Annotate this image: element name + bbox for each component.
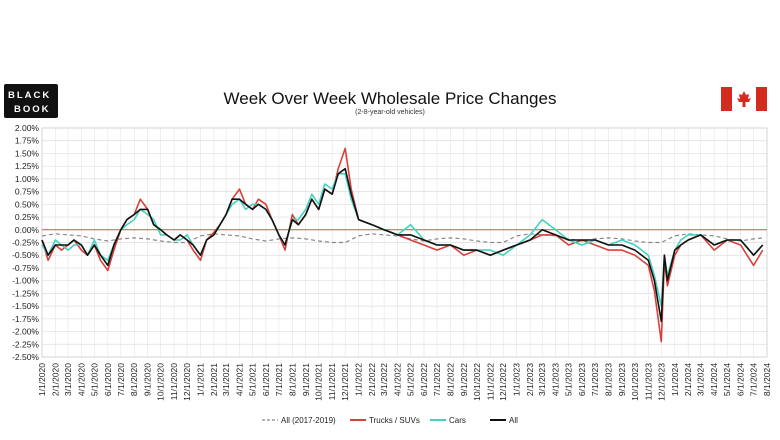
x-tick-label: 3/1/2020 xyxy=(63,363,73,396)
y-tick-label: -2.00% xyxy=(12,327,39,337)
series-line-all xyxy=(41,167,764,323)
x-tick-label: 8/1/2023 xyxy=(603,363,613,396)
x-tick-label: 8/1/2024 xyxy=(762,363,772,396)
x-tick-label: 6/1/2020 xyxy=(103,363,113,396)
y-tick-label: -1.25% xyxy=(12,288,39,298)
x-tick-label: 1/1/2022 xyxy=(354,363,364,396)
x-tick-label: 7/1/2021 xyxy=(274,363,284,396)
x-tick-label: 2/1/2023 xyxy=(525,363,535,396)
y-tick-label: 0.75% xyxy=(15,187,40,197)
x-tick-label: 7/1/2022 xyxy=(432,363,442,396)
logo-background xyxy=(4,84,58,118)
x-tick-label: 2/1/2020 xyxy=(50,363,60,396)
x-tick-label: 3/1/2023 xyxy=(537,363,547,396)
x-tick-label: 3/1/2022 xyxy=(379,363,389,396)
maple-leaf-icon xyxy=(737,91,751,107)
x-tick-label: 6/1/2023 xyxy=(577,363,587,396)
x-tick-label: 5/1/2021 xyxy=(247,363,257,396)
x-tick-label: 4/1/2024 xyxy=(709,363,719,396)
flag-right-bar xyxy=(756,87,767,111)
x-tick-label: 8/1/2020 xyxy=(129,363,139,396)
x-tick-label: 12/1/2022 xyxy=(498,363,508,401)
x-tick-label: 7/1/2023 xyxy=(590,363,600,396)
x-tick-label: 5/1/2020 xyxy=(89,363,99,396)
x-tick-label: 1/1/2021 xyxy=(196,363,206,396)
x-tick-label: 4/1/2020 xyxy=(76,363,86,396)
x-tick-label: 4/1/2023 xyxy=(551,363,561,396)
x-tick-label: 8/1/2022 xyxy=(445,363,455,396)
x-tick-label: 11/1/2023 xyxy=(643,363,653,400)
series-lines xyxy=(41,147,764,343)
y-axis-tick-labels: 2.00% 1.75% 1.50% 1.25% 1.00% 0.75% 0.50% 0.25%… xyxy=(12,123,39,362)
x-tick-label: 8/1/2021 xyxy=(287,363,297,396)
y-tick-label: 0.00% xyxy=(15,225,40,235)
x-tick-label: 11/1/2021 xyxy=(327,363,337,400)
y-tick-label: 1.00% xyxy=(15,174,40,184)
y-tick-label: 0.50% xyxy=(15,199,40,209)
series-line-trucks-suvs xyxy=(41,147,764,343)
logo-line2: BOOK xyxy=(14,104,51,115)
x-axis-tick-labels: 1/1/2020 2/1/2020 3/1/2020 4/1/2020 5/1/2020… xyxy=(37,363,772,401)
x-tick-label: 4/1/2022 xyxy=(393,363,403,396)
y-tick-label: 1.25% xyxy=(15,161,40,171)
y-tick-label: -0.25% xyxy=(12,238,39,248)
x-tick-label: 5/1/2022 xyxy=(406,363,416,396)
x-tick-label: 9/1/2020 xyxy=(143,363,153,396)
canada-flag-icon xyxy=(721,87,767,111)
x-tick-label: 1/1/2020 xyxy=(37,363,47,396)
x-tick-label: 10/1/2020 xyxy=(156,363,166,401)
x-tick-label: 1/1/2023 xyxy=(512,363,522,396)
x-tick-label: 10/1/2022 xyxy=(472,363,482,401)
logo-line1: BLACK xyxy=(8,90,51,101)
legend-label: All xyxy=(509,416,518,425)
legend-label: Cars xyxy=(449,416,466,425)
chart-subtitle: (2-8-year-old vehicles) xyxy=(355,109,425,116)
series-line-cars xyxy=(41,173,764,307)
y-tick-label: 0.25% xyxy=(15,212,40,222)
x-tick-label: 6/1/2024 xyxy=(736,363,746,396)
x-tick-label: 6/1/2022 xyxy=(419,363,429,396)
y-tick-label: -2.25% xyxy=(12,339,39,349)
y-tick-label: -1.50% xyxy=(12,301,39,311)
black-book-logo: BLACK BOOK xyxy=(4,84,58,118)
flag-left-bar xyxy=(721,87,732,111)
x-tick-label: 3/1/2021 xyxy=(221,363,231,396)
x-tick-label: 12/1/2021 xyxy=(340,363,350,401)
x-tick-label: 12/1/2020 xyxy=(182,363,192,401)
y-tick-label: -2.50% xyxy=(12,352,39,362)
x-tick-label: 9/1/2023 xyxy=(617,363,627,396)
x-tick-label: 10/1/2021 xyxy=(314,363,324,401)
x-tick-label: 7/1/2024 xyxy=(749,363,759,396)
y-tick-label: -0.75% xyxy=(12,263,39,273)
x-tick-label: 5/1/2023 xyxy=(564,363,574,396)
x-tick-label: 3/1/2024 xyxy=(696,363,706,396)
x-tick-label: 9/1/2021 xyxy=(301,363,311,396)
y-tick-label: 2.00% xyxy=(15,123,40,133)
series-line-all-2017-2019 xyxy=(41,233,763,244)
x-tick-label: 4/1/2021 xyxy=(234,363,244,396)
x-tick-label: 11/1/2022 xyxy=(485,363,495,400)
x-tick-label: 12/1/2023 xyxy=(656,363,666,401)
y-tick-label: -1.00% xyxy=(12,276,39,286)
legend-label: Trucks / SUVs xyxy=(369,416,420,425)
y-tick-label: 1.50% xyxy=(15,148,40,158)
x-tick-label: 5/1/2024 xyxy=(722,363,732,396)
y-tick-label: 1.75% xyxy=(15,136,40,146)
x-tick-label: 9/1/2022 xyxy=(459,363,469,396)
legend: All (2017-2019) Trucks / SUVs Cars All xyxy=(262,416,518,425)
x-tick-label: 1/1/2024 xyxy=(670,363,680,396)
x-tick-label: 2/1/2021 xyxy=(209,363,219,396)
y-tick-label: -0.50% xyxy=(12,250,39,260)
x-tick-label: 11/1/2020 xyxy=(169,363,179,400)
x-tick-label: 6/1/2021 xyxy=(261,363,271,396)
legend-label: All (2017-2019) xyxy=(281,416,336,425)
chart-title: Week Over Week Wholesale Price Changes xyxy=(224,89,557,108)
y-tick-label: -1.75% xyxy=(12,314,39,324)
x-tick-label: 2/1/2024 xyxy=(683,363,693,396)
x-tick-label: 10/1/2023 xyxy=(630,363,640,401)
x-tick-label: 7/1/2020 xyxy=(116,363,126,396)
x-tick-label: 2/1/2022 xyxy=(367,363,377,396)
